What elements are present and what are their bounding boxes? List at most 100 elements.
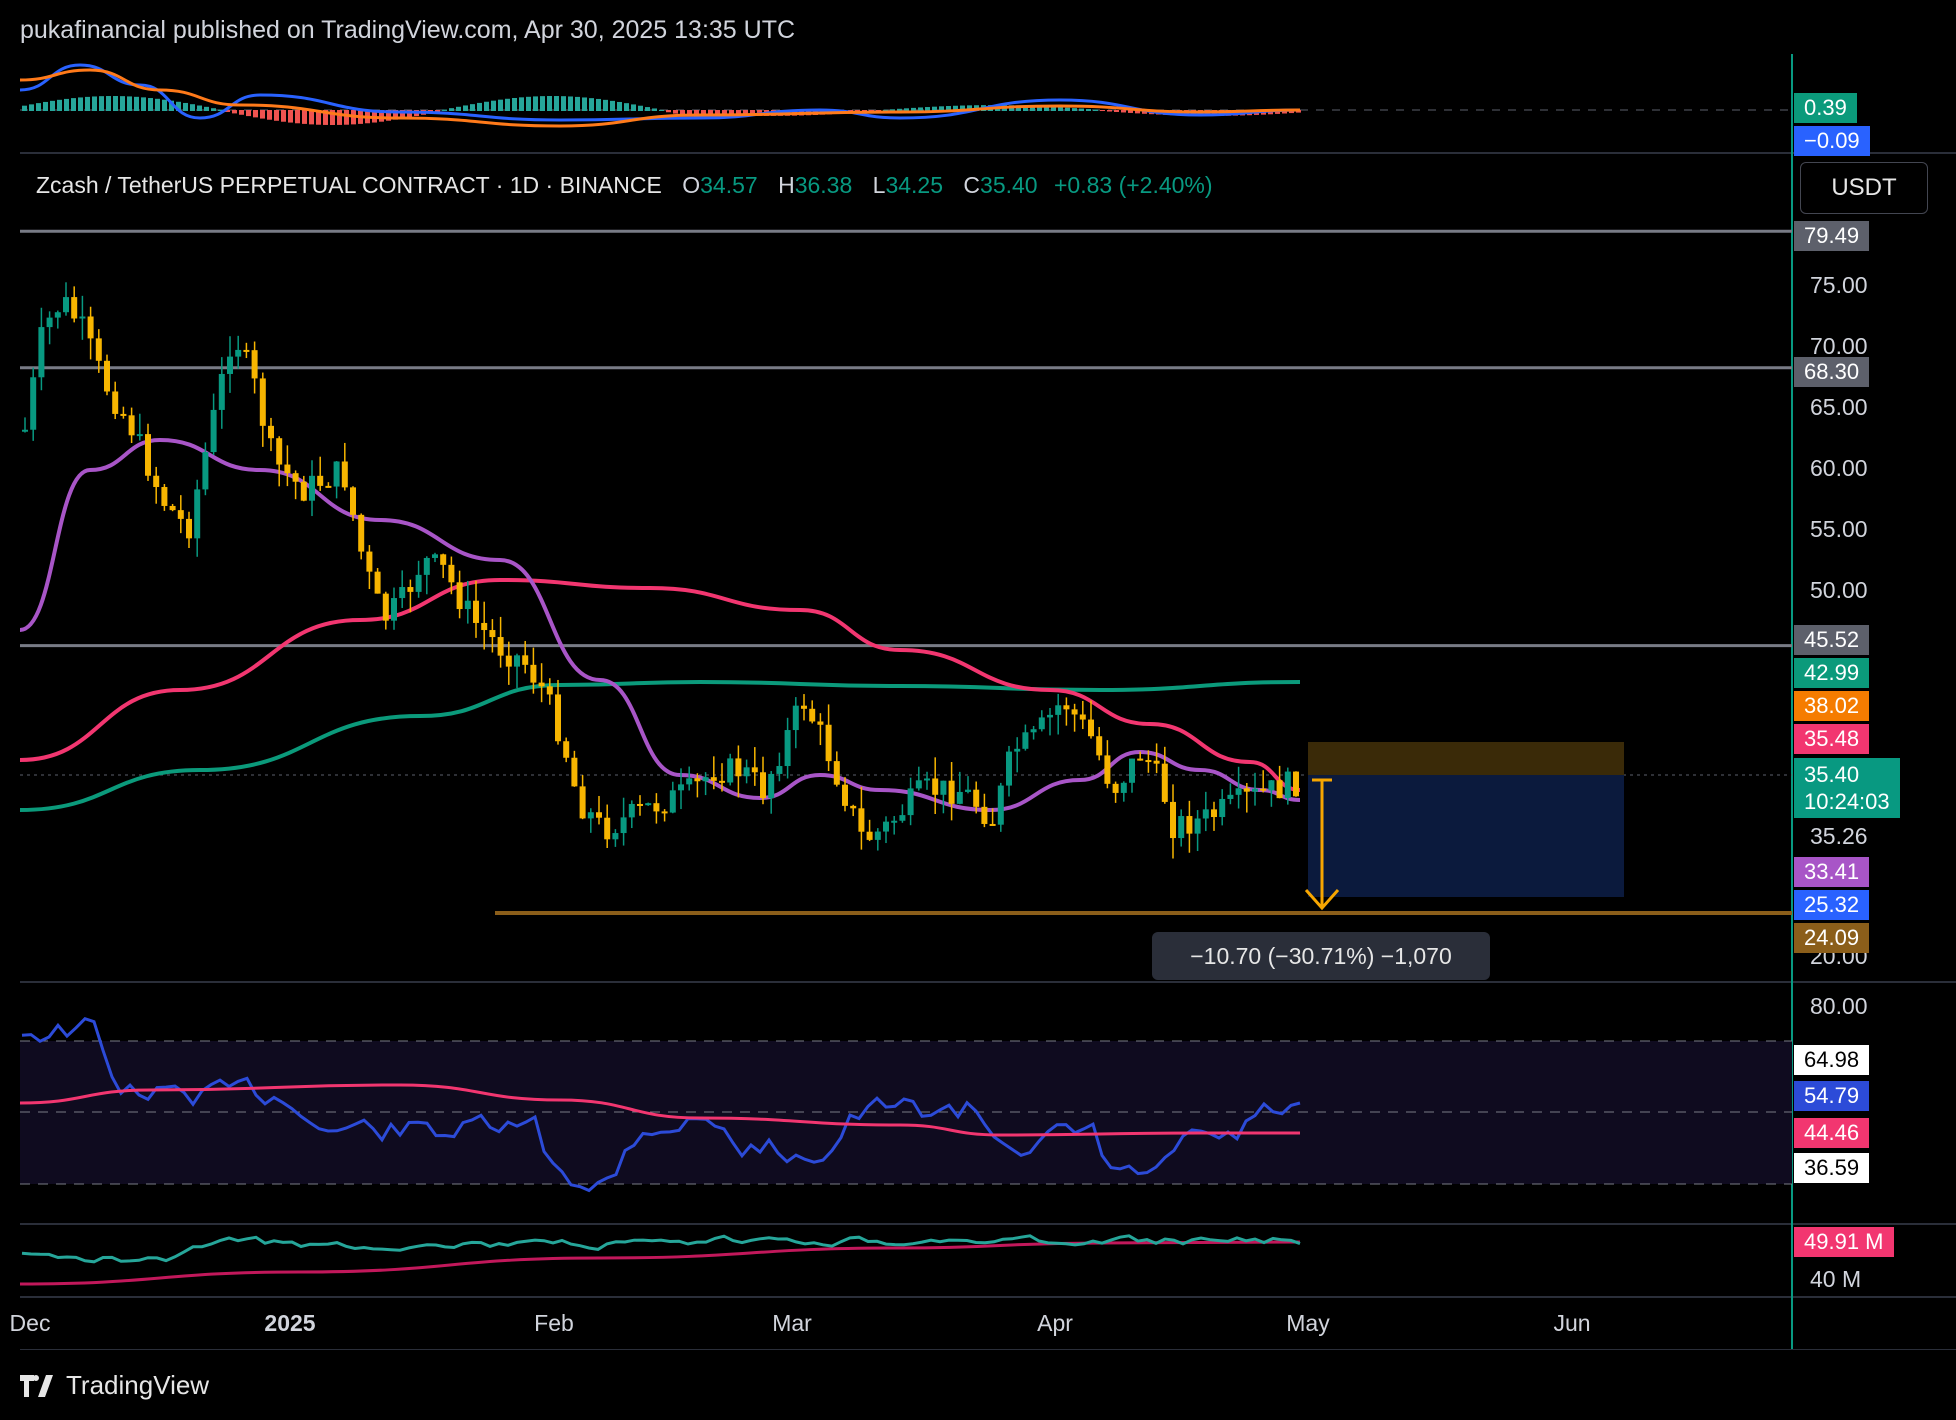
close-value: 35.40 — [980, 172, 1038, 198]
candle — [1096, 736, 1103, 756]
candle — [973, 789, 980, 807]
candle — [456, 582, 463, 610]
macd-histogram-bar — [925, 107, 930, 111]
macd-histogram-bar — [127, 96, 132, 111]
macd-histogram-bar — [715, 110, 720, 115]
candle — [325, 485, 332, 488]
rsi-line — [21, 1016, 1301, 1193]
macd-histogram-bar — [484, 101, 489, 111]
candle — [915, 780, 922, 789]
macd-histogram-bar — [568, 96, 573, 111]
macd-histogram-bar — [386, 110, 391, 121]
macd-histogram-bar — [603, 99, 608, 111]
macd-histogram-bar — [617, 101, 622, 111]
macd-histogram-bar — [379, 110, 384, 122]
candle — [661, 811, 668, 814]
candle — [555, 694, 561, 742]
macd-histogram-bar — [1058, 107, 1063, 111]
candle — [1030, 729, 1037, 733]
candle — [1268, 780, 1275, 791]
candle — [46, 317, 53, 328]
macd-histogram-bar — [267, 110, 272, 120]
candle — [382, 593, 389, 621]
tradingview-footer[interactable]: TradingView — [20, 1370, 209, 1401]
candle — [563, 741, 570, 758]
candle — [276, 438, 283, 465]
macd-histogram-bar — [330, 110, 335, 125]
candle — [1047, 714, 1053, 718]
level-68-badge: 68.30 — [1794, 357, 1870, 387]
candle — [1235, 788, 1242, 795]
candle — [268, 425, 274, 439]
candle — [194, 489, 201, 539]
ema-purple-line — [19, 437, 1301, 813]
candle — [1014, 748, 1021, 752]
macd-histogram-bar — [519, 97, 524, 111]
macd-histogram-bar — [610, 100, 615, 111]
candle — [1112, 783, 1119, 793]
macd-histogram-bar — [470, 104, 475, 111]
candle — [965, 789, 971, 792]
macd-histogram-bar — [141, 97, 146, 111]
candle — [956, 791, 963, 804]
low-key: L — [872, 172, 886, 198]
candle — [309, 475, 315, 501]
candle — [95, 338, 102, 361]
support-badge: 24.09 — [1794, 923, 1870, 953]
macd-histogram-bar — [204, 106, 209, 111]
symbol-legend: Zcash / TetherUS PERPETUAL CONTRACT · 1D… — [36, 172, 1213, 199]
candle — [604, 817, 611, 840]
macd-histogram-bar — [316, 110, 321, 125]
candle — [489, 630, 496, 638]
close-key: C — [963, 172, 981, 198]
candle — [350, 487, 356, 515]
currency-button[interactable]: USDT — [1800, 162, 1928, 214]
macd-histogram-bar — [435, 110, 440, 112]
stop-zone — [1308, 775, 1624, 897]
macd-histogram-bar — [1086, 109, 1091, 111]
macd-histogram-bar — [904, 108, 909, 111]
candle — [1293, 771, 1299, 797]
candle — [702, 777, 709, 782]
measure-tooltip: −10.70 (−30.71%) −1,070 — [1152, 932, 1490, 980]
rsi-value-badge: 54.79 — [1794, 1081, 1870, 1111]
volume-ma-line — [19, 1240, 1301, 1286]
rsi-ma-badge: 44.46 — [1794, 1118, 1870, 1148]
candle — [1178, 816, 1185, 839]
candle — [481, 622, 488, 631]
macd-histogram-bar — [960, 105, 965, 111]
macd-histogram-bar — [883, 109, 888, 111]
candle — [1260, 788, 1267, 791]
candle — [440, 554, 447, 565]
level-79-badge: 79.49 — [1794, 221, 1870, 251]
symbol-title: Zcash / TetherUS PERPETUAL CONTRACT · 1D… — [36, 172, 662, 198]
macd-histogram-bar — [1051, 106, 1056, 111]
candle — [177, 510, 184, 519]
candle — [686, 778, 693, 785]
bar-countdown: 10:24:03 — [1804, 789, 1890, 814]
candle — [1284, 771, 1291, 799]
price-chart[interactable] — [0, 0, 1956, 1350]
candle — [128, 415, 135, 436]
candle — [678, 784, 684, 791]
candle — [874, 831, 881, 840]
candle — [407, 587, 414, 592]
candle — [620, 817, 627, 834]
macd-histogram-bar — [281, 110, 286, 122]
candle — [227, 356, 233, 374]
rsi-top-tick: 80.00 — [1810, 993, 1868, 1019]
candle — [948, 780, 955, 804]
macd-histogram-bar — [953, 105, 958, 111]
rsi-lower-badge: 36.59 — [1794, 1153, 1870, 1183]
volume-tick: 40 M — [1810, 1266, 1862, 1292]
macd-histogram-bar — [1114, 110, 1119, 113]
candle — [1088, 719, 1094, 737]
macd-histogram-bar — [183, 102, 188, 111]
candle — [333, 461, 340, 487]
candle — [366, 551, 373, 572]
macd-histogram-bar — [890, 109, 895, 111]
candle — [104, 360, 110, 392]
candle — [514, 655, 520, 667]
macd-histogram-bar — [155, 98, 160, 111]
candle — [858, 808, 865, 832]
